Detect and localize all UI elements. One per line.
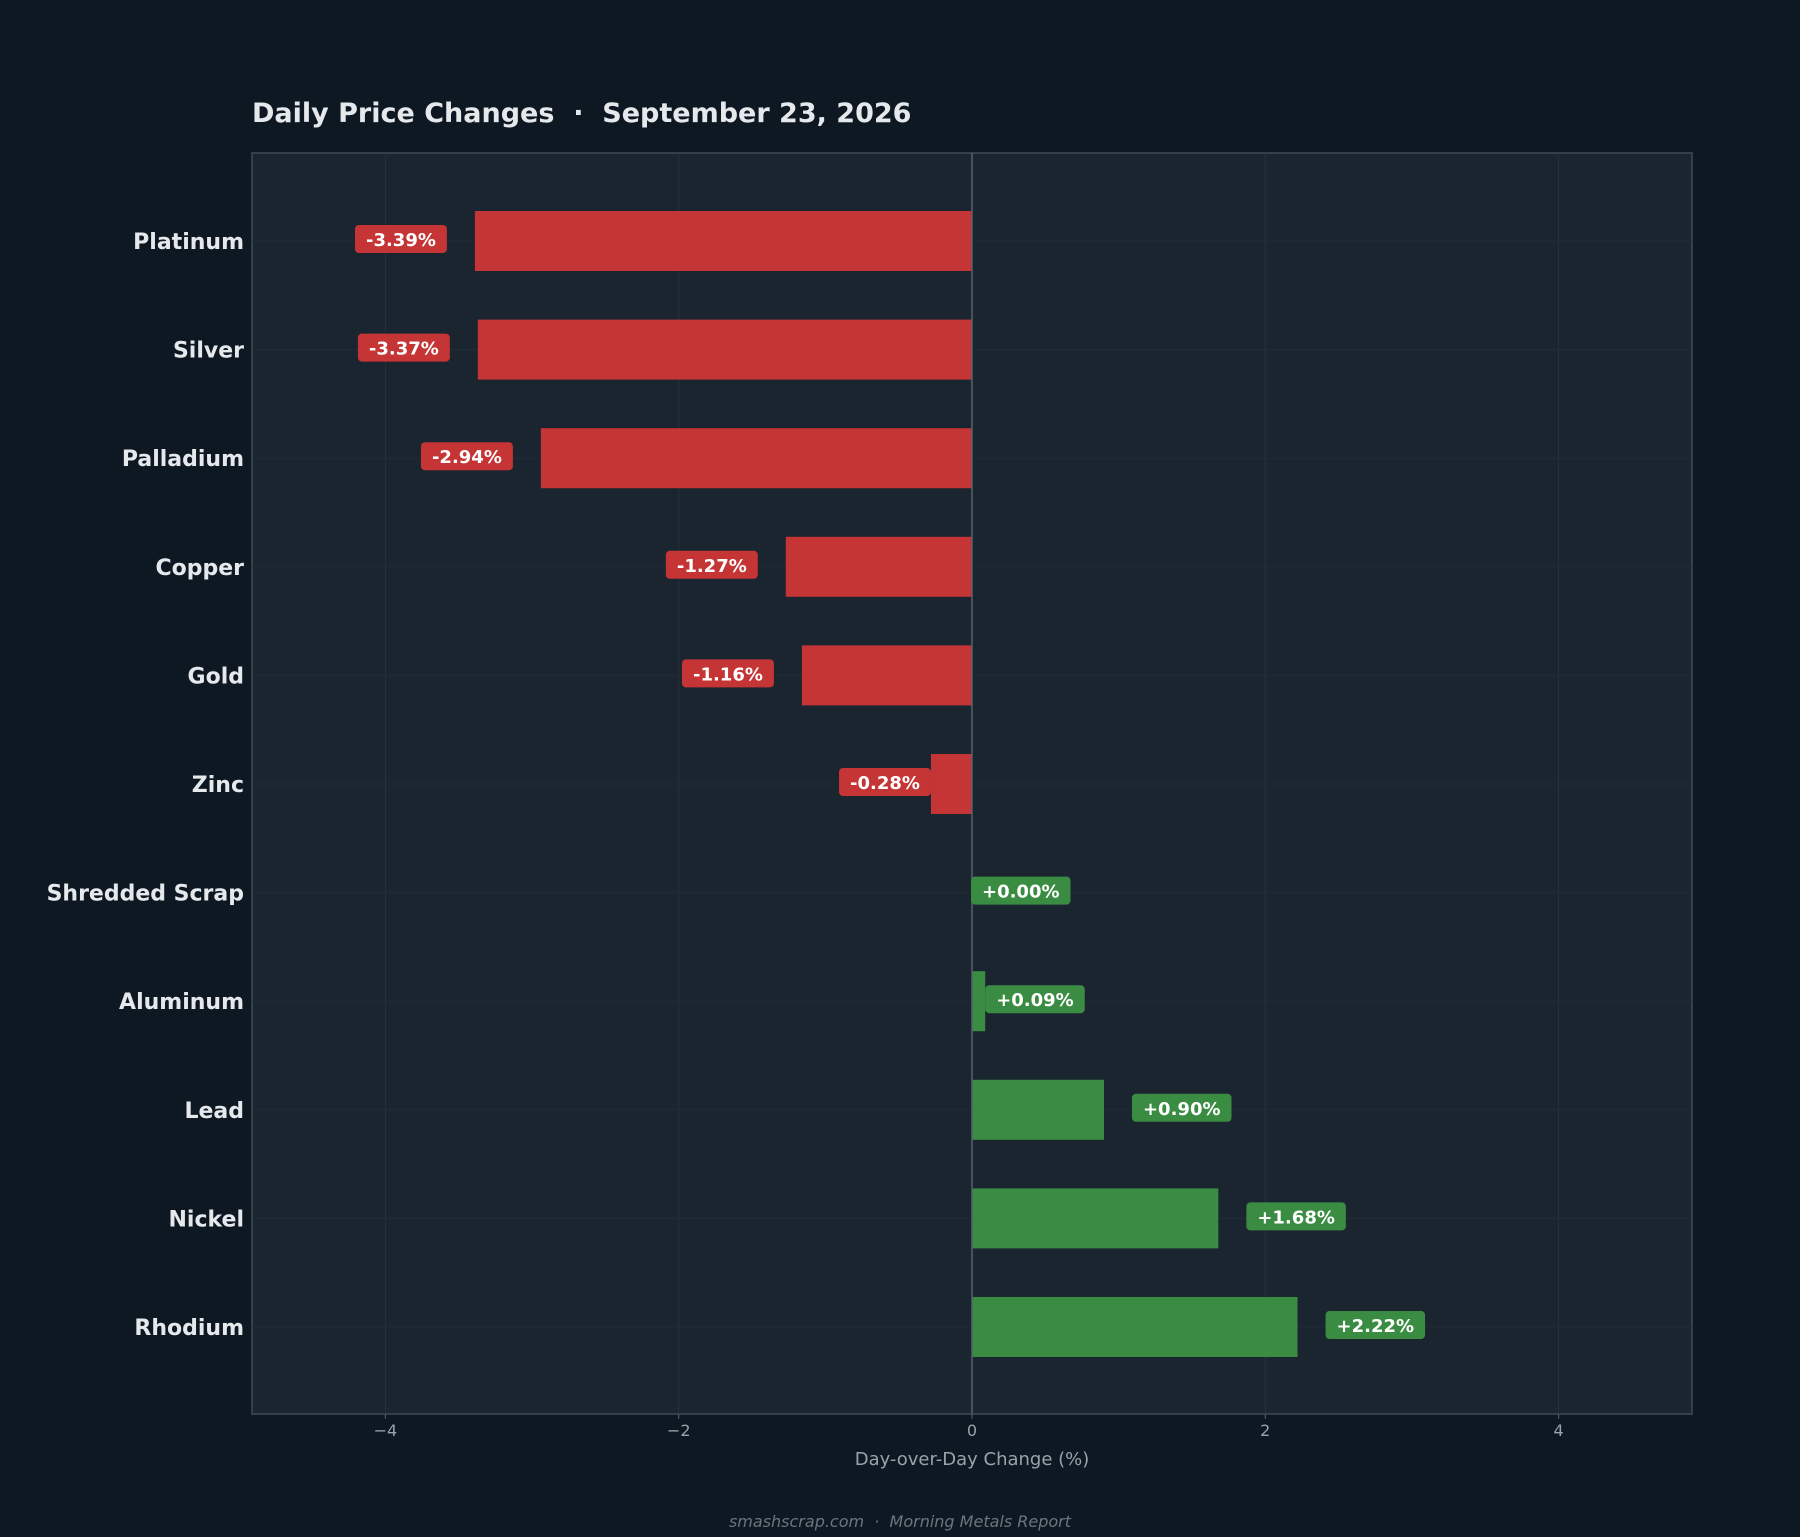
footer-text: smashscrap.com · Morning Metals Report [729,1512,1072,1531]
data-label-box-4 [681,659,774,688]
x-tick-label-3: 2 [1260,1421,1270,1440]
data-label-0: -3.39% [354,225,447,253]
data-label-text-5: -0.28% [850,773,920,794]
data-label-2: -2.94% [420,442,513,471]
data-label-box-1 [357,333,450,362]
data-label-box-5 [839,768,931,796]
category-label-5: Zinc [192,773,244,798]
data-labels: -3.39% -3.37% -2.94% -1.27% -1.16% -0.28% +0.0… [354,225,1426,1339]
x-tick-label-1: −2 [667,1421,691,1440]
data-label-text-2: -2.94% [432,447,502,468]
data-label-text-8: +0.90% [1143,1099,1221,1120]
x-tick-label-0: −4 [374,1421,398,1440]
category-label-10: Rhodium [134,1316,244,1341]
data-label-text-4: -1.16% [693,664,763,685]
data-label-4: -1.16% [681,659,774,688]
data-label-text-1: -3.37% [369,339,439,360]
bars [474,211,1298,1357]
data-label-box-10 [1325,1311,1426,1339]
bar-3 [785,536,972,597]
data-label-box-7 [985,985,1085,1014]
data-label-9: +1.68% [1246,1202,1346,1231]
bar-7 [972,971,986,1032]
data-label-text-6: +0.00% [982,882,1060,903]
bar-1 [477,319,972,380]
category-label-6: Shredded Scrap [47,882,244,907]
chart-title: Daily Price Changes · September 23, 2026 [252,98,911,129]
category-label-0: Platinum [133,230,244,255]
category-label-3: Copper [155,556,244,581]
bar-5 [930,754,972,814]
x-tick-label-4: 4 [1553,1421,1563,1440]
bar-4 [801,645,972,706]
bar-10 [972,1297,1298,1357]
data-label-box-0 [354,225,447,253]
data-label-text-10: +2.22% [1337,1316,1415,1337]
data-label-box-9 [1246,1202,1346,1231]
data-label-5: -0.28% [839,768,931,796]
bar-9 [972,1188,1219,1249]
category-label-2: Palladium [122,447,244,472]
data-label-text-0: -3.39% [366,230,436,251]
x-tick-label-2: 0 [967,1421,977,1440]
data-label-1: -3.37% [357,333,450,362]
category-label-1: Silver [173,339,244,364]
category-label-4: Gold [188,664,244,689]
bar-0 [474,211,972,271]
data-label-6: +0.00% [971,876,1071,905]
bar-8 [972,1079,1104,1140]
data-label-box-2 [420,442,513,471]
data-label-3: -1.27% [665,550,758,579]
data-label-box-6 [971,876,1071,905]
category-label-9: Nickel [169,1207,245,1232]
bar-2 [540,428,972,489]
data-label-box-3 [665,550,758,579]
data-label-box-8 [1131,1093,1232,1122]
data-label-10: +2.22% [1325,1311,1426,1339]
data-label-text-9: +1.68% [1257,1207,1335,1228]
data-label-text-7: +0.09% [996,990,1074,1011]
data-label-7: +0.09% [985,985,1085,1014]
x-tick-labels: −4 −2 0 2 4 [374,1414,1564,1440]
data-label-8: +0.90% [1131,1093,1232,1122]
category-label-7: Aluminum [119,990,244,1015]
data-label-text-3: -1.27% [677,556,747,577]
x-axis-label: Day-over-Day Change (%) [855,1449,1090,1470]
category-label-8: Lead [184,1099,244,1124]
category-labels: Platinum Silver Palladium Copper Gold Zinc Shr… [47,230,245,1341]
